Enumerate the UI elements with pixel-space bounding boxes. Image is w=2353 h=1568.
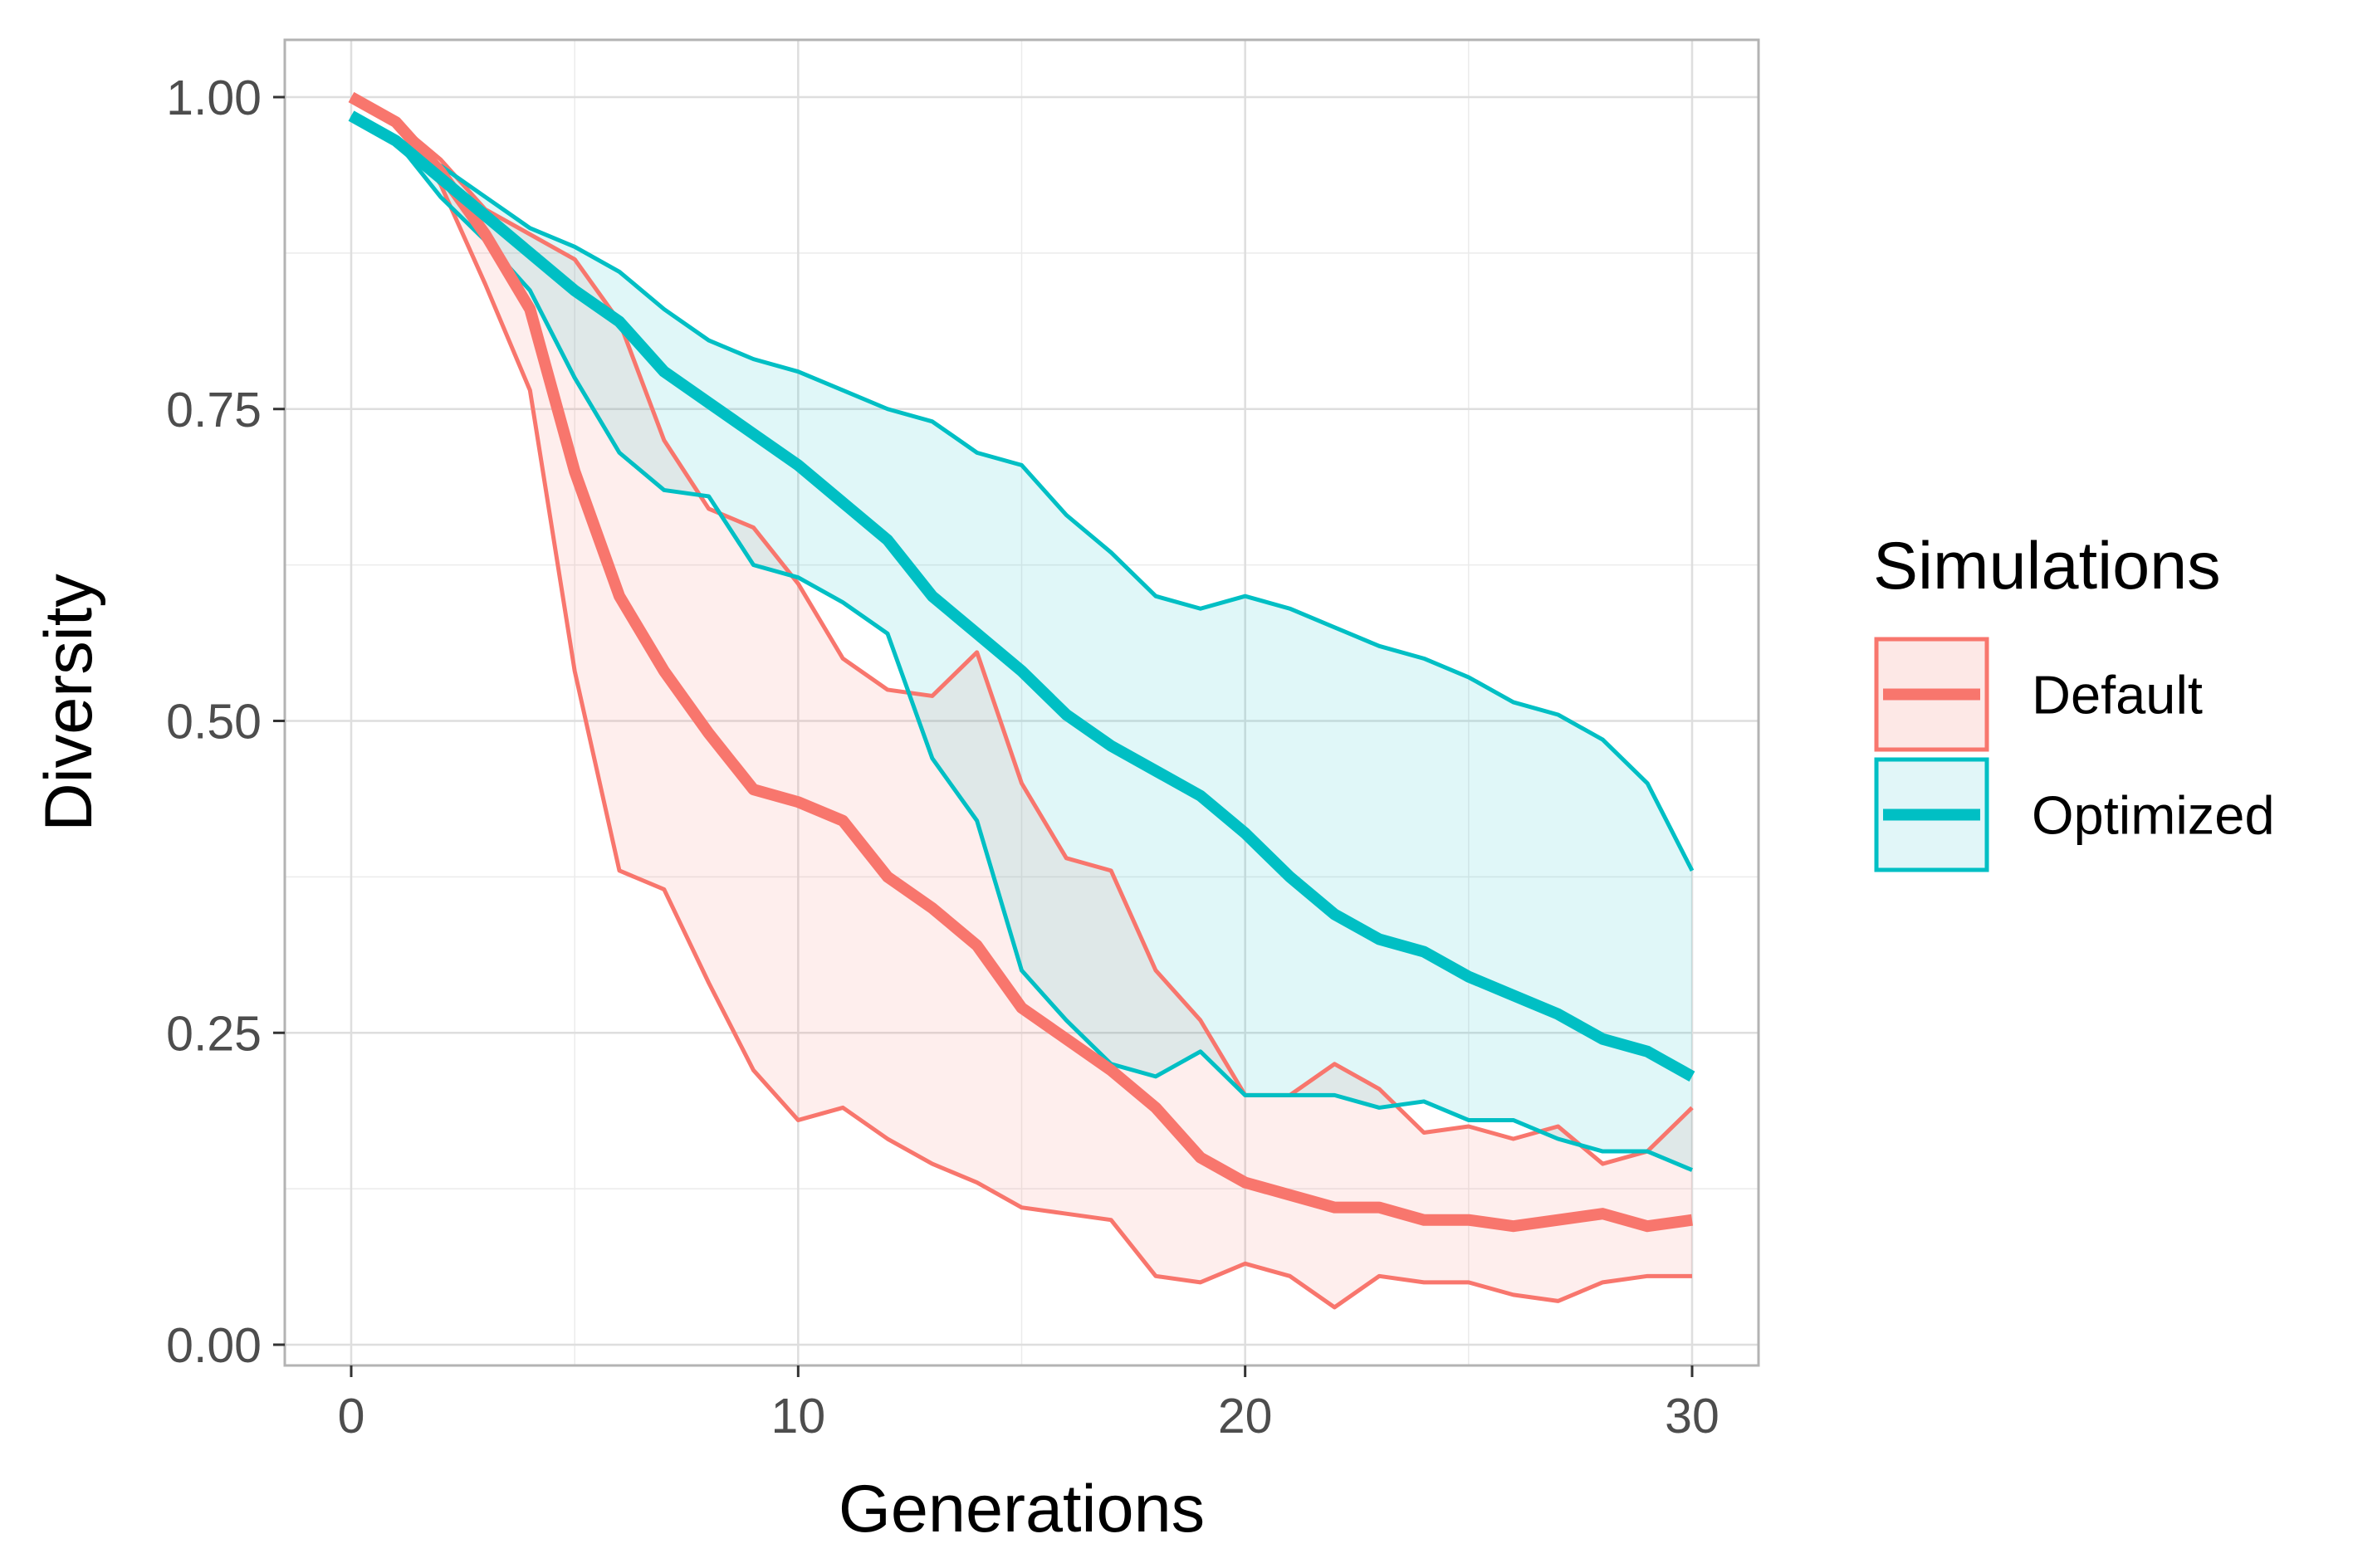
y-axis-title: Diversity: [32, 574, 106, 832]
y-axis-ticks: 0.00 0.25 0.50 0.75 1.00: [166, 71, 285, 1373]
x-axis-ticks: 0 10 20 30: [338, 1365, 1720, 1443]
legend-title: Simulations: [1873, 529, 2221, 603]
optimized-lower-line: [350, 114, 1693, 1172]
default-upper-line: [350, 95, 1694, 1166]
default-lower-line: [350, 95, 1692, 1310]
x-tick-label: 10: [771, 1389, 826, 1443]
bound-lines: [350, 95, 1695, 1310]
legend: Simulations Default Optimized: [1873, 529, 2275, 872]
y-tick-label: 0.75: [166, 383, 262, 437]
x-axis-title: Generations: [839, 1472, 1205, 1546]
default-mean-line: [348, 91, 1693, 1233]
y-tick-label: 0.00: [166, 1318, 262, 1373]
optimized-upper-line: [350, 114, 1695, 872]
mean-lines: [348, 91, 1695, 1233]
y-tick-label: 1.00: [166, 71, 262, 125]
optimized-ribbon: [351, 115, 1692, 1170]
x-tick-label: 0: [338, 1389, 365, 1443]
x-tick-label: 20: [1218, 1389, 1273, 1443]
optimized-mean-line: [348, 110, 1695, 1082]
legend-label-default: Default: [2032, 665, 2203, 725]
y-tick-label: 0.25: [166, 1006, 262, 1061]
major-gridlines: [285, 40, 1759, 1365]
y-tick-label: 0.50: [166, 695, 262, 750]
plot-panel-border: [283, 38, 1760, 1367]
x-tick-label: 30: [1665, 1389, 1720, 1443]
legend-label-optimized: Optimized: [2032, 785, 2275, 846]
